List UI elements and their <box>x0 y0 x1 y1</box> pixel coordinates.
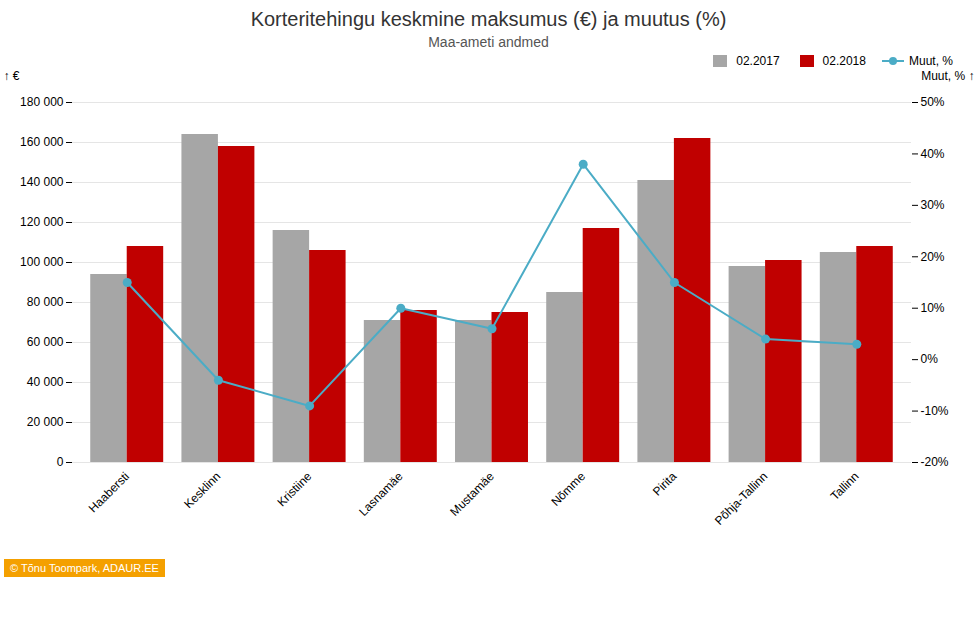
html-text:Korteritehingu keskmine maksum: Korteritehingu keskmine maksumus (€) ja … <box>250 8 727 30</box>
svg-text:0%: 0% <box>921 352 939 366</box>
svg-text:60 000: 60 000 <box>27 335 64 349</box>
svg-text:↑ €: ↑ € <box>4 69 20 83</box>
html-text:02.2018: 02.2018 <box>822 54 866 68</box>
html-text:Muut, %: Muut, % <box>909 54 953 68</box>
svg-text:100 000: 100 000 <box>20 255 64 269</box>
svg-text:Kristiine: Kristiine <box>274 469 314 509</box>
html-text:Maa-ameti andmed: Maa-ameti andmed <box>428 34 549 50</box>
svg-text:0: 0 <box>57 455 64 469</box>
svg-text:180 000: 180 000 <box>20 95 64 109</box>
svg-text:Pirita: Pirita <box>650 469 679 498</box>
svg-text:40%: 40% <box>921 147 945 161</box>
svg-text:Haabersti: Haabersti <box>86 469 132 515</box>
svg-text:20%: 20% <box>921 250 945 264</box>
svg-text:40 000: 40 000 <box>27 375 64 389</box>
svg-text:Nõmme: Nõmme <box>548 469 588 509</box>
svg-text:160 000: 160 000 <box>20 135 64 149</box>
svg-text:Kesklinn: Kesklinn <box>181 469 223 511</box>
svg-text:20 000: 20 000 <box>27 415 64 429</box>
html-text:02.2017: 02.2017 <box>736 54 780 68</box>
svg-text:80 000: 80 000 <box>27 295 64 309</box>
svg-text:140 000: 140 000 <box>20 175 64 189</box>
svg-text:-10%: -10% <box>921 404 949 418</box>
html-text:© Tõnu Toompark, ADAUR.EE: © Tõnu Toompark, ADAUR.EE <box>10 562 159 574</box>
svg-text:120 000: 120 000 <box>20 215 64 229</box>
svg-text:Lasnamäe: Lasnamäe <box>356 469 406 519</box>
svg-text:10%: 10% <box>921 301 945 315</box>
svg-text:Mustamäe: Mustamäe <box>447 469 497 519</box>
svg-text:Põhja-Tallinn: Põhja-Tallinn <box>712 469 770 527</box>
svg-text:Muut, % ↑: Muut, % ↑ <box>921 69 974 83</box>
svg-text:Tallinn: Tallinn <box>828 469 862 503</box>
svg-text:30%: 30% <box>921 198 945 212</box>
svg-text:50%: 50% <box>921 95 945 109</box>
svg-text:-20%: -20% <box>921 455 949 469</box>
